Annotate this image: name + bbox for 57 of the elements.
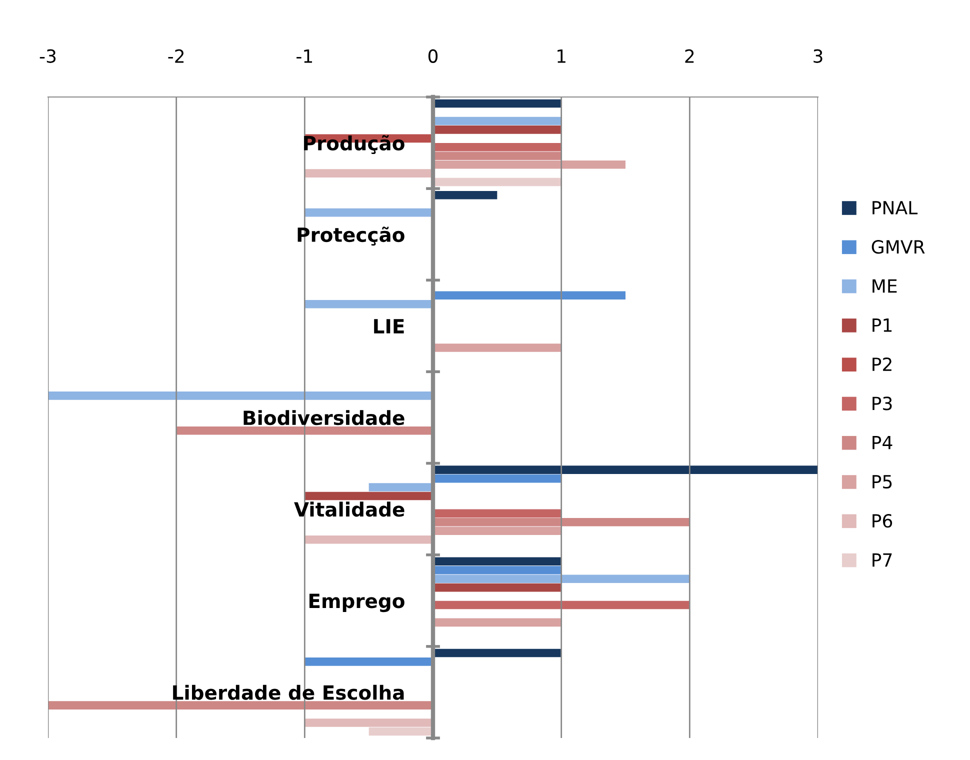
bar: [176, 426, 433, 435]
x-tick-label: -2: [168, 49, 184, 63]
legend-label: P2: [872, 357, 892, 371]
bar: [304, 492, 433, 500]
bar: [433, 116, 562, 126]
bar: [304, 169, 433, 178]
x-tick-label: -3: [40, 49, 56, 63]
bar: [433, 344, 562, 352]
bar: [433, 600, 690, 610]
bar: [433, 474, 562, 483]
bar: [433, 509, 562, 518]
x-tick-label: 2: [685, 49, 694, 63]
bar: [304, 535, 433, 544]
bar: [304, 208, 433, 217]
y-tick-label: Protecção: [298, 226, 404, 246]
bar: [433, 160, 626, 169]
bar: [433, 648, 562, 658]
legend-label: P7: [872, 553, 892, 567]
legend-label: P3: [872, 396, 892, 410]
legend-label: P5: [872, 475, 892, 489]
y-tick-label: LIE: [374, 319, 404, 334]
bar: [304, 658, 433, 666]
bar: [433, 152, 562, 160]
bar: [433, 583, 562, 592]
bar: [433, 291, 626, 300]
bar: [433, 618, 562, 627]
bar: [433, 526, 562, 536]
y-tick-label: Vitalidade: [294, 502, 404, 517]
y-tick-label: Biodiversidade: [244, 410, 404, 426]
bar: [304, 718, 433, 727]
bar: [433, 190, 498, 200]
bar: [368, 483, 433, 492]
bar: [433, 566, 562, 574]
bar: [433, 574, 690, 583]
bar: [433, 466, 818, 474]
legend-label: GMVR: [872, 240, 925, 254]
x-tick-label: 3: [814, 49, 822, 63]
bar: [433, 99, 562, 108]
bar: [48, 392, 433, 400]
legend-label: P4: [872, 436, 892, 450]
x-tick-label: -1: [296, 50, 312, 63]
bar: [304, 300, 433, 308]
bar: [433, 143, 562, 152]
x-tick-label: 1: [558, 50, 566, 63]
legend-label: P6: [872, 514, 892, 528]
bar: [433, 557, 562, 566]
bar: [48, 701, 433, 710]
y-tick-label: Emprego: [309, 594, 404, 612]
y-tick-label: Liberdade de Escolha: [173, 684, 404, 700]
legend-label: ME: [872, 279, 897, 293]
bar: [433, 126, 562, 134]
legend-label: P1: [872, 318, 892, 332]
bar: [368, 727, 433, 736]
x-tick-label: 0: [428, 49, 438, 63]
bar: [433, 178, 562, 186]
bar: [433, 518, 690, 526]
legend-label: PNAL: [872, 201, 918, 214]
